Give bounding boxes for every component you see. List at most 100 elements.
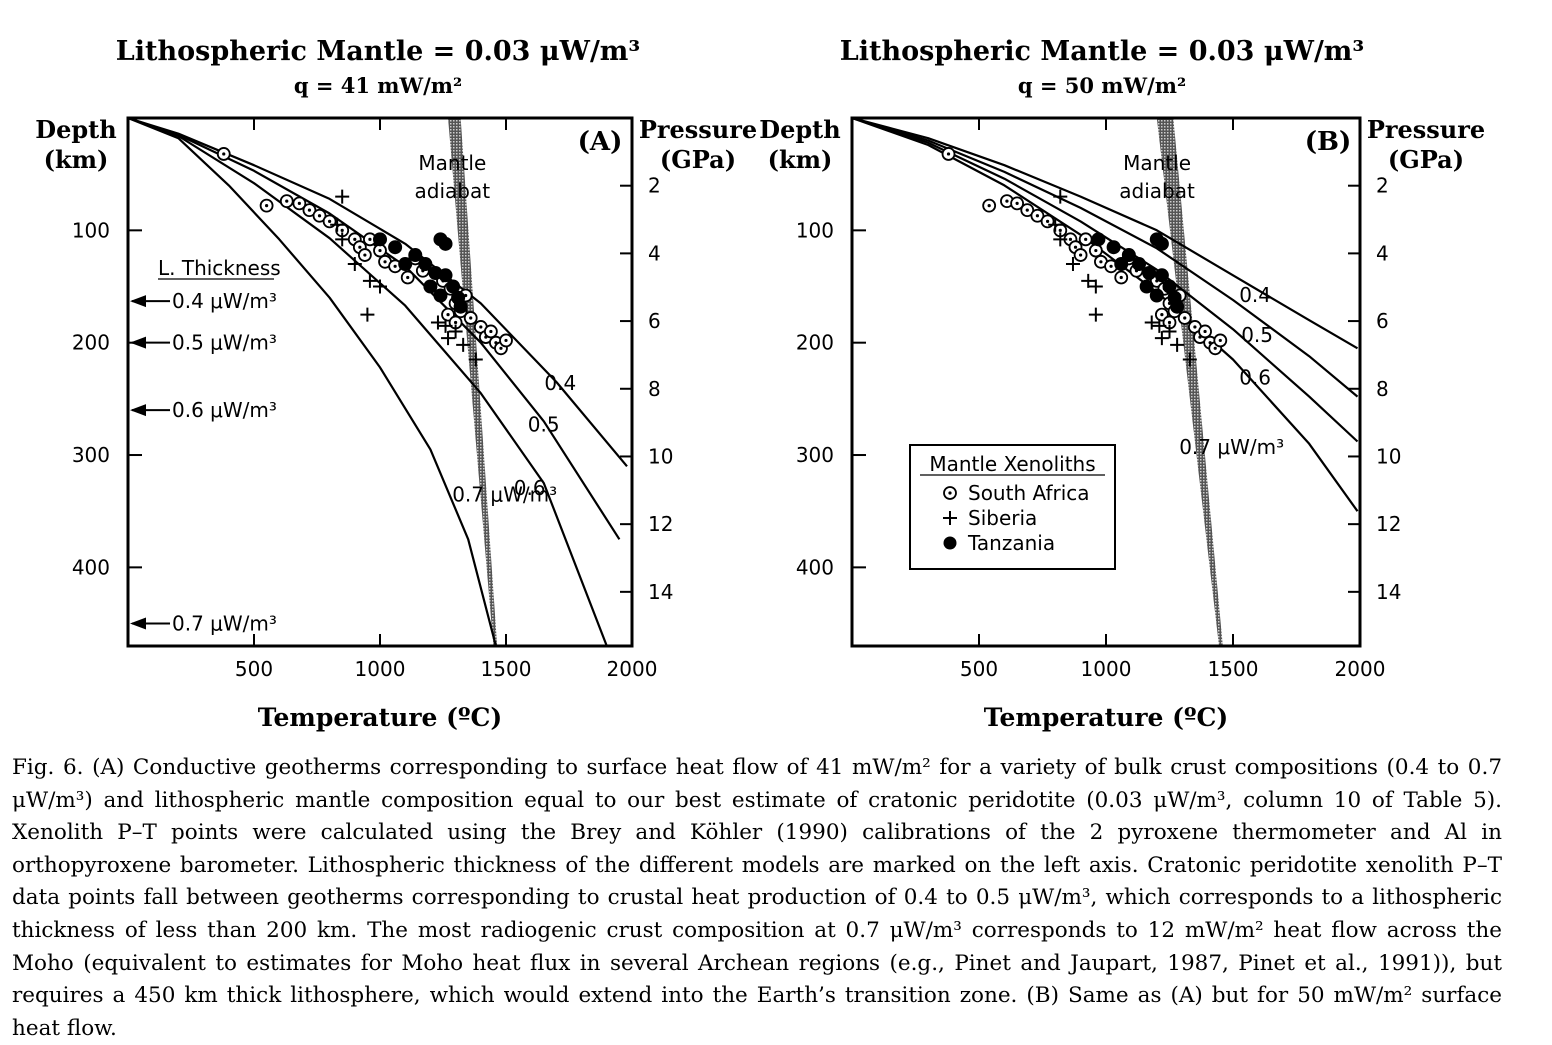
xenolith-siberia-point [335, 232, 350, 247]
xenolith-south-africa-dot [353, 237, 357, 241]
xenolith-tanzania-point [418, 257, 433, 272]
y-axis-label-line2: (km) [768, 145, 833, 174]
xenolith-south-africa-dot [328, 219, 332, 223]
figure-canvas: Lithospheric Mantle = 0.03 μW/m³ q = 41 m… [35, 36, 1485, 732]
y2-tick-label: 8 [648, 377, 661, 401]
xenolith-south-africa-dot [285, 199, 289, 203]
thickness-label: 0.5 μW/m³ [172, 331, 277, 355]
xenolith-south-africa-dot [454, 320, 458, 325]
x-tick-label: 1000 [1081, 657, 1132, 681]
xenolith-siberia-point [468, 352, 483, 367]
xenolith-siberia-point [1053, 232, 1068, 247]
legend-item-label: South Africa [968, 481, 1090, 505]
xenolith-south-africa-dot [504, 338, 508, 343]
xenolith-siberia-point [1065, 257, 1080, 272]
y2-tick-label: 12 [1376, 512, 1401, 536]
geotherm-line [851, 116, 1359, 350]
xenolith-south-africa-dot [987, 204, 991, 208]
mantle-adiabat-band [1156, 118, 1223, 646]
xenolith-siberia-point [347, 257, 362, 272]
figure-caption: Fig. 6. (A) Conductive geotherms corresp… [12, 752, 1502, 1045]
xenolith-siberia-point [456, 337, 471, 352]
xenolith-south-africa-dot [1058, 228, 1062, 232]
xenolith-tanzania-point [438, 236, 453, 251]
xenolith-tanzania-point [446, 279, 461, 294]
xenolith-south-africa-dot [1094, 248, 1098, 253]
xenolith-south-africa-dot [1167, 320, 1172, 325]
xenolith-south-africa-dot [378, 248, 382, 253]
xenolith-siberia-point [1088, 307, 1103, 322]
adiabat-label-line2: adiabat [415, 179, 491, 203]
chart-subtitle: q = 41 mW/m² [294, 73, 462, 98]
xenolith-south-africa-dot [368, 237, 372, 241]
xenolith-south-africa-dot [1109, 264, 1113, 268]
y-axis-label-line1: Depth [759, 115, 840, 144]
y2-tick-label: 10 [648, 444, 673, 468]
y-tick-label: 200 [796, 331, 834, 355]
xenolith-siberia-point [1088, 279, 1103, 294]
y-axis-label-line1: Depth [35, 115, 116, 144]
legend-marker-siberia [943, 511, 957, 525]
xenolith-siberia-point [441, 331, 456, 346]
x-tick-label: 1000 [355, 657, 406, 681]
x-tick-label: 1500 [1208, 657, 1259, 681]
xenolith-tanzania-point [1149, 288, 1164, 303]
y-tick-label: 400 [796, 555, 834, 579]
x-tick-label: 2000 [1335, 657, 1386, 681]
thickness-arrow-head [130, 404, 146, 417]
xenolith-south-africa-dot [317, 214, 322, 218]
geotherm-label: 0.4 [1239, 283, 1271, 307]
xenolith-south-africa-dot [1068, 237, 1073, 241]
geotherm-line [127, 116, 628, 468]
chart-subtitle: q = 50 mW/m² [1018, 73, 1186, 98]
xenolith-tanzania-point [1170, 299, 1185, 314]
chart-panel-b: Lithospheric Mantle = 0.03 μW/m³ q = 50 m… [759, 36, 1485, 732]
y-tick-label: 300 [796, 443, 834, 467]
xenolith-tanzania-point [1139, 279, 1154, 294]
geotherm-line [127, 116, 497, 647]
xenolith-south-africa-dot [946, 152, 951, 156]
panel-label: (B) [1305, 127, 1352, 157]
thickness-label: 0.7 μW/m³ [172, 612, 277, 636]
xenolith-south-africa-dot [1193, 325, 1197, 329]
panel-label: (A) [578, 127, 623, 157]
thickness-arrow-head [130, 336, 146, 349]
xenolith-south-africa-dot [1213, 346, 1217, 350]
xenolith-south-africa-dot [1099, 260, 1103, 264]
chart-title: Lithospheric Mantle = 0.03 μW/m³ [840, 36, 1364, 67]
x-axis-label: Temperature (ºC) [258, 703, 502, 732]
y2-tick-label: 14 [1376, 580, 1401, 604]
y-tick-label: 100 [72, 218, 110, 242]
y2-axis-label-line1: Pressure [639, 115, 757, 144]
xenolith-tanzania-point [1121, 248, 1136, 263]
geotherm-label: 0.6 [1239, 366, 1271, 390]
legend-box [909, 444, 1116, 570]
xenolith-tanzania-point [373, 232, 387, 247]
xenolith-south-africa-dot [383, 260, 387, 264]
thickness-label: 0.4 μW/m³ [172, 289, 277, 313]
xenolith-tanzania-point [398, 257, 413, 272]
xenolith-siberia-point [1162, 324, 1177, 339]
xenolith-south-africa-dot [1119, 275, 1123, 280]
geotherm-label: 0.5 [1241, 323, 1273, 347]
xenolith-siberia-point [430, 315, 445, 330]
xenolith-south-africa-dot [469, 316, 473, 320]
xenolith-siberia-point [330, 217, 345, 232]
caption-fig-label: Fig. 6. [12, 755, 84, 780]
xenolith-tanzania-point [1154, 268, 1169, 283]
xenolith-south-africa-dot [1218, 338, 1222, 343]
xenolith-south-africa-dot [1160, 312, 1164, 317]
xenolith-south-africa-dot [1203, 329, 1207, 334]
x-axis-label: Temperature (ºC) [984, 703, 1228, 732]
xenolith-south-africa-dot [1084, 237, 1088, 241]
xenolith-south-africa-dot [265, 204, 269, 208]
xenolith-siberia-point [1152, 318, 1167, 333]
xenolith-siberia-point [1154, 331, 1169, 346]
xenolith-tanzania-point [1091, 232, 1106, 247]
xenolith-siberia-point [1081, 273, 1096, 288]
y2-tick-label: 4 [648, 241, 661, 265]
geotherm-label: 0.7 μW/m³ [1179, 435, 1284, 459]
geotherm-line [851, 116, 1359, 443]
y2-axis-label-line1: Pressure [1367, 115, 1485, 144]
chart-title: Lithospheric Mantle = 0.03 μW/m³ [116, 36, 640, 67]
